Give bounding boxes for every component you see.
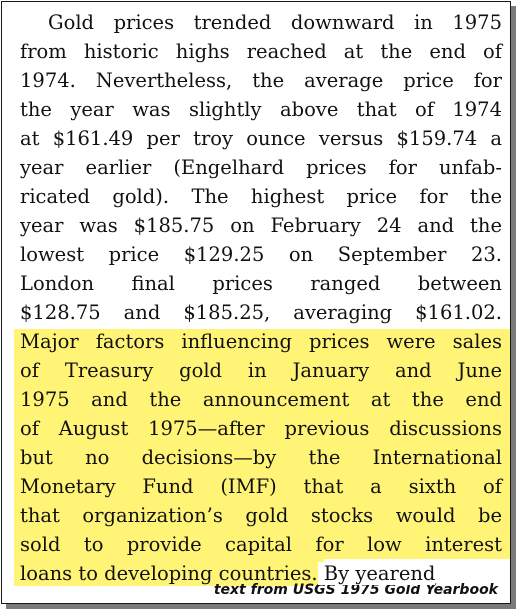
text-line-8: year was $185.75 on February 24 and the (20, 214, 502, 237)
text-line-1: Gold prices trended downward in 1975 (48, 11, 502, 34)
document-frame: Gold prices trended downward in 1975 fro… (1, 1, 511, 604)
text-line-12: Major factors influencing prices were sa… (20, 330, 502, 353)
highlighted-text: loans to developing countries. (20, 562, 318, 585)
text-line-13: of Treasury gold in January and June (20, 359, 502, 382)
highlight-block (14, 329, 510, 559)
text-line-17: Monetary Fund (IMF) that a sixth of (20, 475, 502, 498)
unhighlighted-text: By yearend (317, 562, 436, 585)
text-line-3: 1974. Nevertheless, the average price fo… (20, 69, 502, 92)
highlight-block-last (14, 559, 324, 586)
text-line-14: 1975 and the announcement at the end (20, 388, 502, 411)
text-line-5: at $161.49 per troy ounce versus $159.74… (20, 127, 502, 150)
text-line-11: $128.75 and $185.25, averaging $161.02. (20, 301, 502, 324)
text-line-20: loans to developing countries. By yearen… (20, 559, 502, 588)
text-line-6: year earlier (Engelhard prices for unfab… (20, 156, 502, 179)
text-line-2: from historic highs reached at the end o… (20, 40, 502, 63)
source-caption: text from USGS 1975 Gold Yearbook (213, 582, 498, 598)
text-line-9: lowest price $129.25 on September 23. (20, 243, 502, 266)
text-line-7: ricated gold). The highest price for the (20, 185, 502, 208)
text-line-18: that organization’s gold stocks would be (20, 504, 502, 527)
text-line-15: of August 1975—after previous discussion… (20, 417, 502, 440)
text-line-19: sold to provide capital for low interest (20, 533, 502, 556)
text-line-16: but no decisions—by the International (20, 446, 502, 469)
text-line-4: the year was slightly above that of 1974 (20, 98, 502, 121)
text-line-10: London final prices ranged between (20, 272, 502, 295)
